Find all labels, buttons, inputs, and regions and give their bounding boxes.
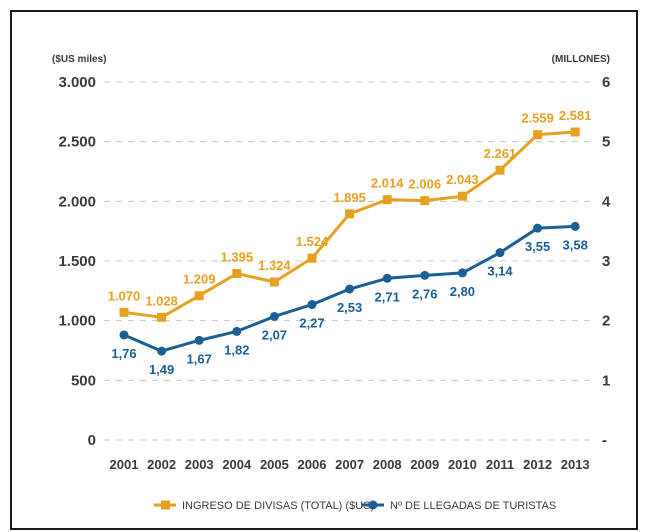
turistas-data-label: 3,55	[525, 239, 550, 254]
left-axis-unit: ($US miles)	[52, 54, 106, 65]
divisas-point	[269, 277, 279, 287]
divisas-data-label: 1.028	[145, 293, 178, 308]
divisas-legend-label: INGRESO DE DIVISAS (TOTAL) ($US)	[182, 500, 374, 512]
divisas-point	[495, 165, 505, 175]
x-tick-label: 2009	[410, 457, 439, 472]
divisas-data-label: 2.043	[446, 172, 479, 187]
x-tick-label: 2004	[222, 457, 252, 472]
turistas-data-label: 2,71	[375, 289, 400, 304]
right-axis-unit: (MILLONES)	[552, 54, 610, 65]
turistas-data-label: 1,49	[149, 362, 174, 377]
turistas-point	[570, 221, 580, 231]
divisas-data-label: 1.324	[258, 258, 291, 273]
divisas-point	[345, 209, 355, 219]
turistas-data-label: 2,80	[450, 284, 475, 299]
divisas-point	[157, 312, 167, 322]
left-tick-label: 0	[88, 432, 96, 449]
turistas-point	[269, 311, 279, 321]
divisas-data-label: 2.014	[371, 176, 404, 191]
left-tick-label: 3.000	[58, 74, 96, 91]
turistas-point	[345, 284, 355, 294]
x-tick-label: 2010	[448, 457, 477, 472]
right-tick-label: 1	[602, 372, 610, 389]
x-tick-label: 2003	[185, 457, 214, 472]
turistas-point	[307, 300, 317, 310]
left-tick-label: 1.000	[58, 313, 96, 330]
turistas-legend-marker	[368, 500, 378, 510]
divisas-data-label: 2.559	[521, 111, 554, 126]
turistas-point	[194, 335, 204, 345]
divisas-point	[457, 191, 467, 201]
divisas-legend-marker	[161, 500, 170, 510]
turistas-legend-label: Nº DE LLEGADAS DE TURISTAS	[390, 500, 556, 512]
turistas-point	[457, 268, 467, 278]
turistas-data-label: 1,82	[224, 342, 249, 357]
gridlines	[104, 81, 594, 441]
divisas-data-label: 1.395	[221, 250, 254, 265]
x-tick-label: 2001	[110, 457, 139, 472]
turistas-point	[495, 248, 505, 258]
legend: INGRESO DE DIVISAS (TOTAL) ($US) Nº DE LL…	[154, 500, 556, 512]
left-tick-label: 500	[71, 372, 96, 389]
divisas-data-label: 1.209	[183, 272, 216, 287]
series-layer: 1.070 1.028 1.209 1.395 1.324 1.524 1.895 2.014…	[108, 108, 592, 377]
divisas-data-label: 1.070	[108, 288, 141, 303]
x-tick-label: 2005	[260, 457, 289, 472]
divisas-data-label: 1.524	[296, 234, 329, 249]
axes: ($US miles) (MILLONES) 0 - 500 1 1.000 2 1.500…	[52, 54, 611, 472]
turistas-point	[157, 346, 167, 356]
divisas-point	[533, 130, 543, 140]
turistas-point	[420, 270, 430, 280]
divisas-point	[570, 127, 580, 137]
turistas-point	[119, 330, 129, 340]
divisas-point	[420, 196, 430, 206]
turistas-data-label: 1,76	[111, 346, 136, 361]
x-tick-label: 2013	[561, 457, 590, 472]
right-tick-label: 5	[602, 134, 610, 151]
divisas-data-label: 2.581	[559, 108, 592, 123]
left-tick-label: 2.000	[58, 193, 96, 210]
turistas-data-label: 2,53	[337, 300, 362, 315]
x-tick-label: 2002	[147, 457, 176, 472]
x-tick-label: 2006	[298, 457, 327, 472]
turistas-data-label: 2,76	[412, 286, 437, 301]
divisas-data-label: 2.261	[484, 146, 517, 161]
right-tick-label: 4	[602, 193, 611, 210]
line-chart: ($US miles) (MILLONES) 0 - 500 1 1.000 2 1.500…	[52, 54, 611, 512]
x-tick-label: 2007	[335, 457, 364, 472]
x-tick-label: 2011	[486, 457, 514, 472]
turistas-data-label: 3,58	[563, 237, 588, 252]
divisas-point	[119, 307, 129, 317]
divisas-point	[194, 291, 204, 301]
left-tick-label: 2.500	[58, 134, 96, 151]
right-tick-label: 2	[602, 313, 610, 330]
left-tick-label: 1.500	[58, 253, 96, 270]
divisas-point	[382, 195, 392, 205]
chart-frame: ($US miles) (MILLONES) 0 - 500 1 1.000 2 1.500…	[10, 10, 638, 530]
x-tick-label: 2012	[523, 457, 552, 472]
turistas-point	[232, 326, 242, 336]
turistas-data-label: 2,27	[299, 316, 324, 331]
x-tick-label: 2008	[373, 457, 402, 472]
divisas-data-label: 2.006	[409, 177, 442, 192]
turistas-data-label: 1,67	[187, 351, 212, 366]
turistas-data-label: 3,14	[487, 264, 513, 279]
right-tick-label: 6	[602, 74, 610, 91]
turistas-point	[382, 273, 392, 283]
divisas-point	[232, 269, 242, 279]
right-tick-label: 3	[602, 253, 610, 270]
divisas-point	[307, 253, 317, 263]
divisas-data-label: 1.895	[333, 190, 366, 205]
turistas-point	[533, 223, 543, 233]
right-tick-label: -	[602, 432, 607, 449]
turistas-data-label: 2,07	[262, 327, 287, 342]
